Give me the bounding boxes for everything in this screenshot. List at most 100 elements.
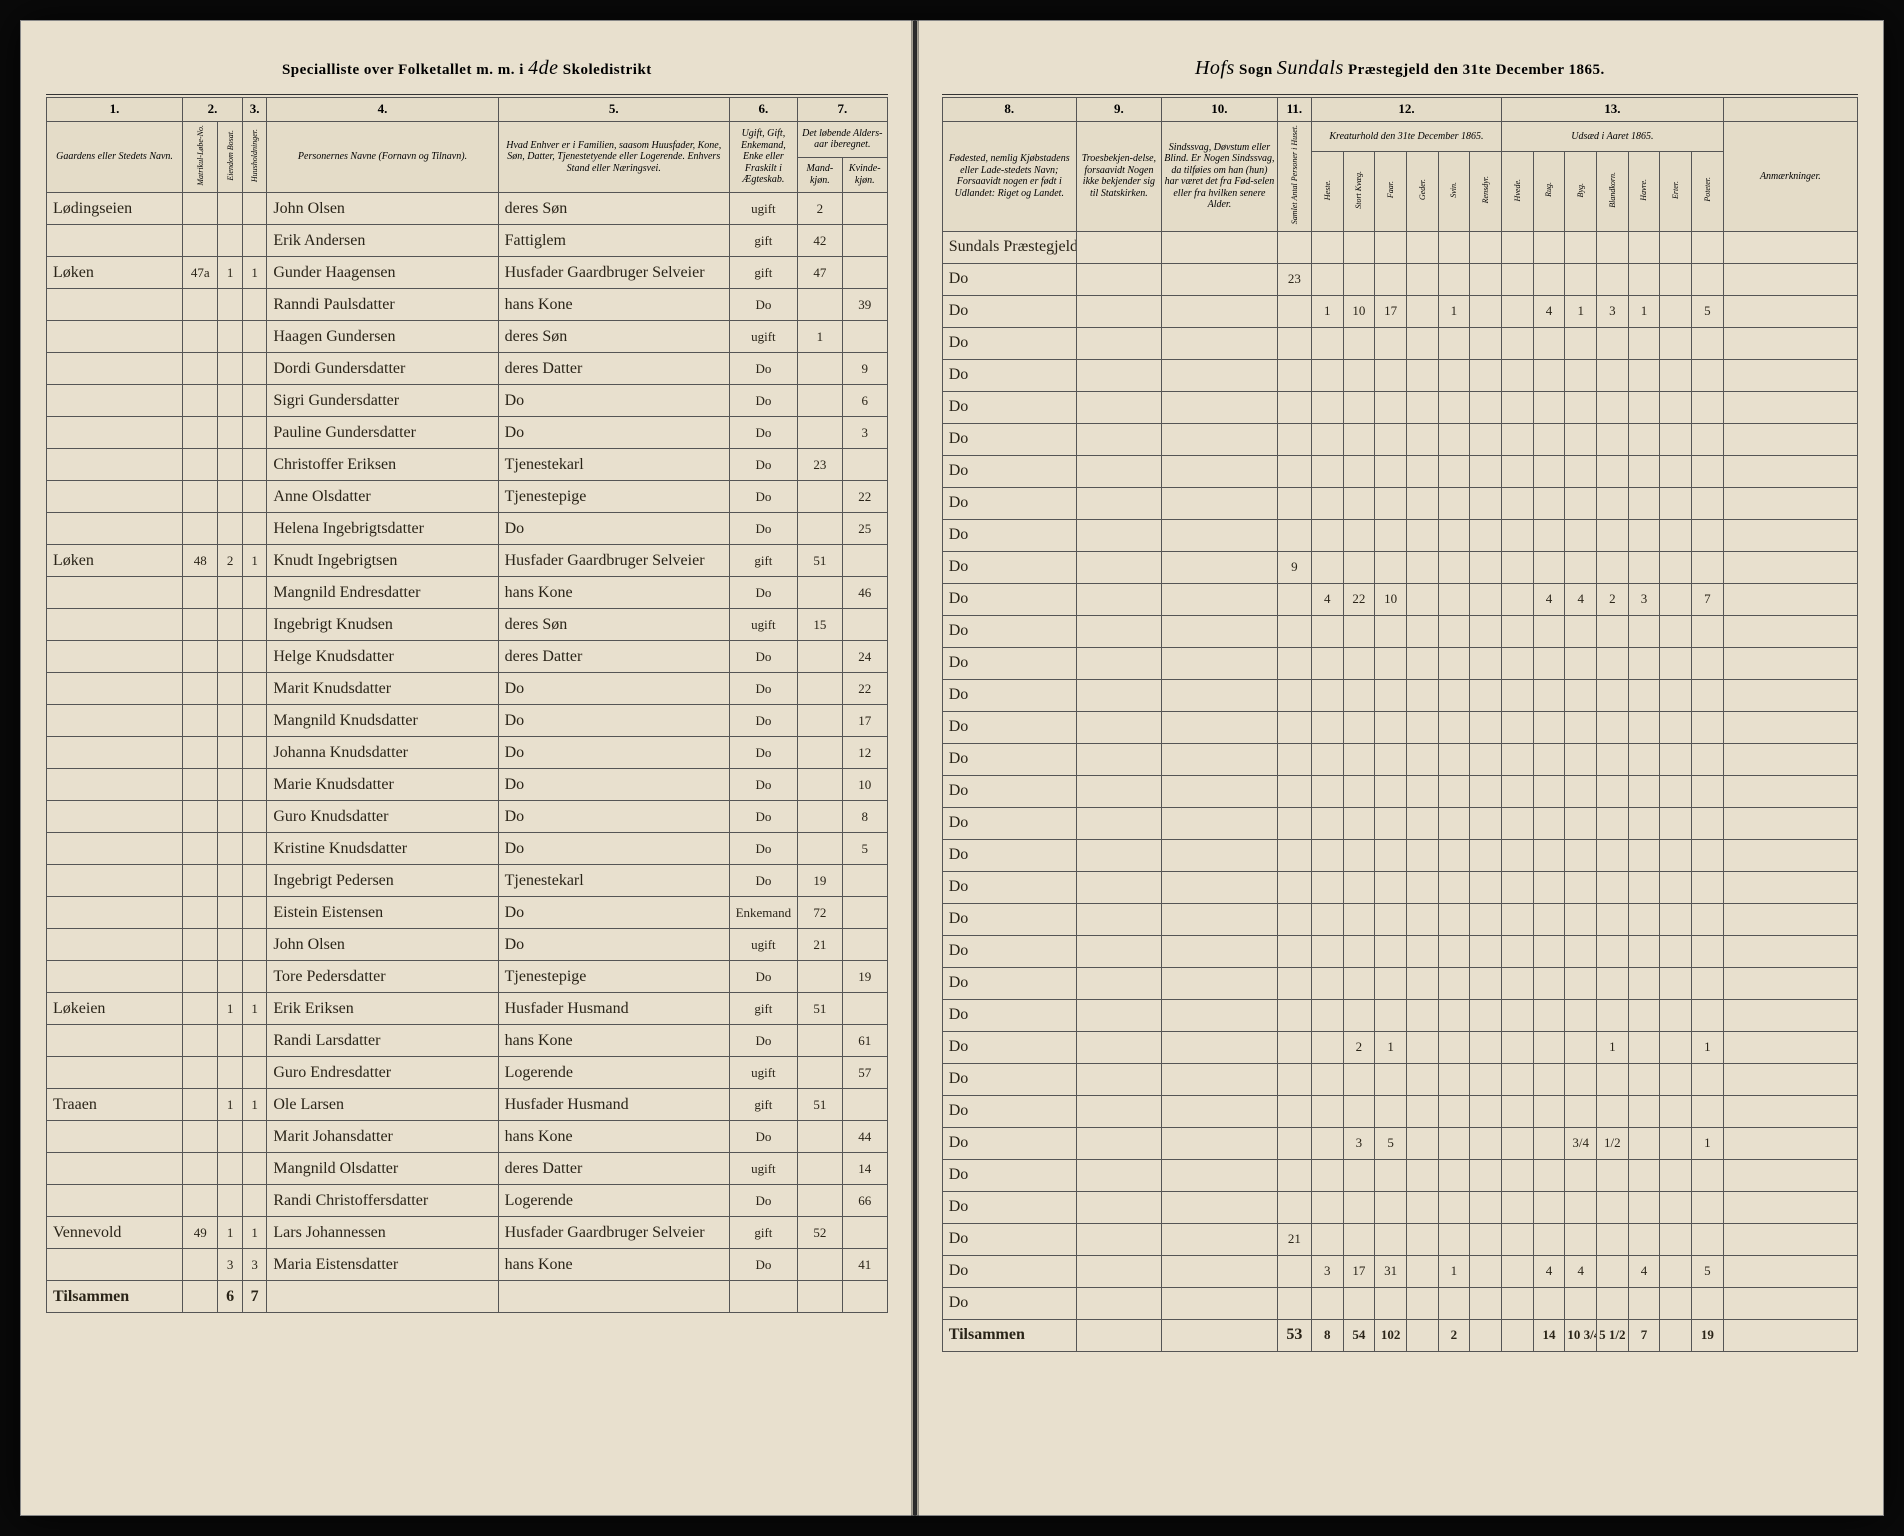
hdr-faith: Troesbekjen-delse, forsaavidt Nogen ikke… xyxy=(1076,122,1161,232)
cell-rel: deres Datter xyxy=(498,353,729,385)
cell-r10 xyxy=(1502,519,1534,551)
cell-r1 xyxy=(1076,519,1161,551)
cell-r2 xyxy=(1162,1159,1278,1191)
cell-r6 xyxy=(1375,839,1407,871)
cell-r9 xyxy=(1470,1191,1502,1223)
cell-r7 xyxy=(1406,487,1438,519)
cell-r2 xyxy=(1162,583,1278,615)
cell-r7 xyxy=(1406,391,1438,423)
colnum-7: 7. xyxy=(797,98,887,122)
cell-r11 xyxy=(1533,807,1565,839)
cell-k xyxy=(842,1089,887,1121)
cell-r9 xyxy=(1470,391,1502,423)
cell-rel: Husfader Husmand xyxy=(498,1089,729,1121)
cell-rel: deres Søn xyxy=(498,193,729,225)
cell-name: Dordi Gundersdatter xyxy=(267,353,498,385)
cell-r12 xyxy=(1565,1063,1597,1095)
cell-r13 xyxy=(1597,999,1629,1031)
cell-name: Erik Andersen xyxy=(267,225,498,257)
cell-own xyxy=(218,417,242,449)
cell-r6 xyxy=(1375,775,1407,807)
cell-r17 xyxy=(1723,935,1857,967)
cell-r3 xyxy=(1277,1255,1311,1287)
cell-r16 xyxy=(1692,455,1724,487)
cell-r0: Do xyxy=(942,1031,1076,1063)
cell-r16 xyxy=(1692,551,1724,583)
cell-r6: 17 xyxy=(1375,295,1407,327)
cell-r6 xyxy=(1375,615,1407,647)
cell-r15 xyxy=(1660,1127,1692,1159)
cell-r12 xyxy=(1565,263,1597,295)
cell-r13 xyxy=(1597,1063,1629,1095)
cell-own xyxy=(218,1185,242,1217)
cell-r2 xyxy=(1162,1127,1278,1159)
cell-r0: Do xyxy=(942,839,1076,871)
cell-r6 xyxy=(1375,967,1407,999)
cell-hh: 1 xyxy=(242,545,266,577)
cell-r3 xyxy=(1277,455,1311,487)
cell-r8 xyxy=(1438,871,1470,903)
cell-r2 xyxy=(1162,519,1278,551)
cell-name: Helge Knudsdatter xyxy=(267,641,498,673)
cell-r13 xyxy=(1597,327,1629,359)
cell-own: 1 xyxy=(218,1217,242,1249)
cell-farm xyxy=(47,481,183,513)
cell-r7 xyxy=(1406,999,1438,1031)
cell-mno: 48 xyxy=(183,545,218,577)
cell-farm xyxy=(47,897,183,929)
sum-cell-11 xyxy=(1660,1319,1692,1351)
cell-r16 xyxy=(1692,999,1724,1031)
cell-r17 xyxy=(1723,967,1857,999)
colnum-12: 12. xyxy=(1311,98,1501,122)
left-title-prefix: Specialliste over Folketallet m. m. i xyxy=(282,62,524,78)
table-row: Do xyxy=(942,999,1857,1031)
cell-stat: ugift xyxy=(729,321,797,353)
cell-hh xyxy=(242,1057,266,1089)
cell-rel: Tjenestepige xyxy=(498,481,729,513)
cell-r11 xyxy=(1533,391,1565,423)
cell-r2 xyxy=(1162,743,1278,775)
cell-r17 xyxy=(1723,1095,1857,1127)
cell-r0: Do xyxy=(942,1287,1076,1319)
cell-r12 xyxy=(1565,615,1597,647)
table-row: LødingseienJohn Olsenderes Sønugift2 xyxy=(47,193,888,225)
cell-r4 xyxy=(1311,1223,1343,1255)
cell-r6 xyxy=(1375,1287,1407,1319)
cell-hh xyxy=(242,1025,266,1057)
cell-own xyxy=(218,385,242,417)
cell-r9 xyxy=(1470,615,1502,647)
cell-r17 xyxy=(1723,999,1857,1031)
cell-k: 57 xyxy=(842,1057,887,1089)
cell-own xyxy=(218,193,242,225)
cell-mno xyxy=(183,513,218,545)
cell-r6 xyxy=(1375,1095,1407,1127)
cell-r0: Do xyxy=(942,583,1076,615)
cell-rel: Do xyxy=(498,769,729,801)
colnum-13: 13. xyxy=(1502,98,1724,122)
cell-r9 xyxy=(1470,1159,1502,1191)
cell-r10 xyxy=(1502,391,1534,423)
cell-m xyxy=(797,833,842,865)
cell-r11: 4 xyxy=(1533,583,1565,615)
cell-r1 xyxy=(1076,359,1161,391)
cell-r17 xyxy=(1723,679,1857,711)
cell-r11 xyxy=(1533,1159,1565,1191)
cell-r1 xyxy=(1076,743,1161,775)
cell-r5 xyxy=(1343,999,1375,1031)
cell-r6 xyxy=(1375,1223,1407,1255)
cell-mno xyxy=(183,993,218,1025)
cell-r9 xyxy=(1470,455,1502,487)
cell-r10 xyxy=(1502,903,1534,935)
table-row: Do xyxy=(942,359,1857,391)
table-row: Do3173114445 xyxy=(942,1255,1857,1287)
cell-r15 xyxy=(1660,615,1692,647)
cell-hh xyxy=(242,481,266,513)
cell-r0: Do xyxy=(942,551,1076,583)
cell-r14 xyxy=(1628,903,1660,935)
left-title-suffix: Skoledistrikt xyxy=(563,62,652,78)
subhdr-6: Hvede. xyxy=(1502,152,1534,231)
cell-r16 xyxy=(1692,839,1724,871)
cell-r13: 1/2 xyxy=(1597,1127,1629,1159)
cell-own xyxy=(218,833,242,865)
cell-k: 22 xyxy=(842,481,887,513)
